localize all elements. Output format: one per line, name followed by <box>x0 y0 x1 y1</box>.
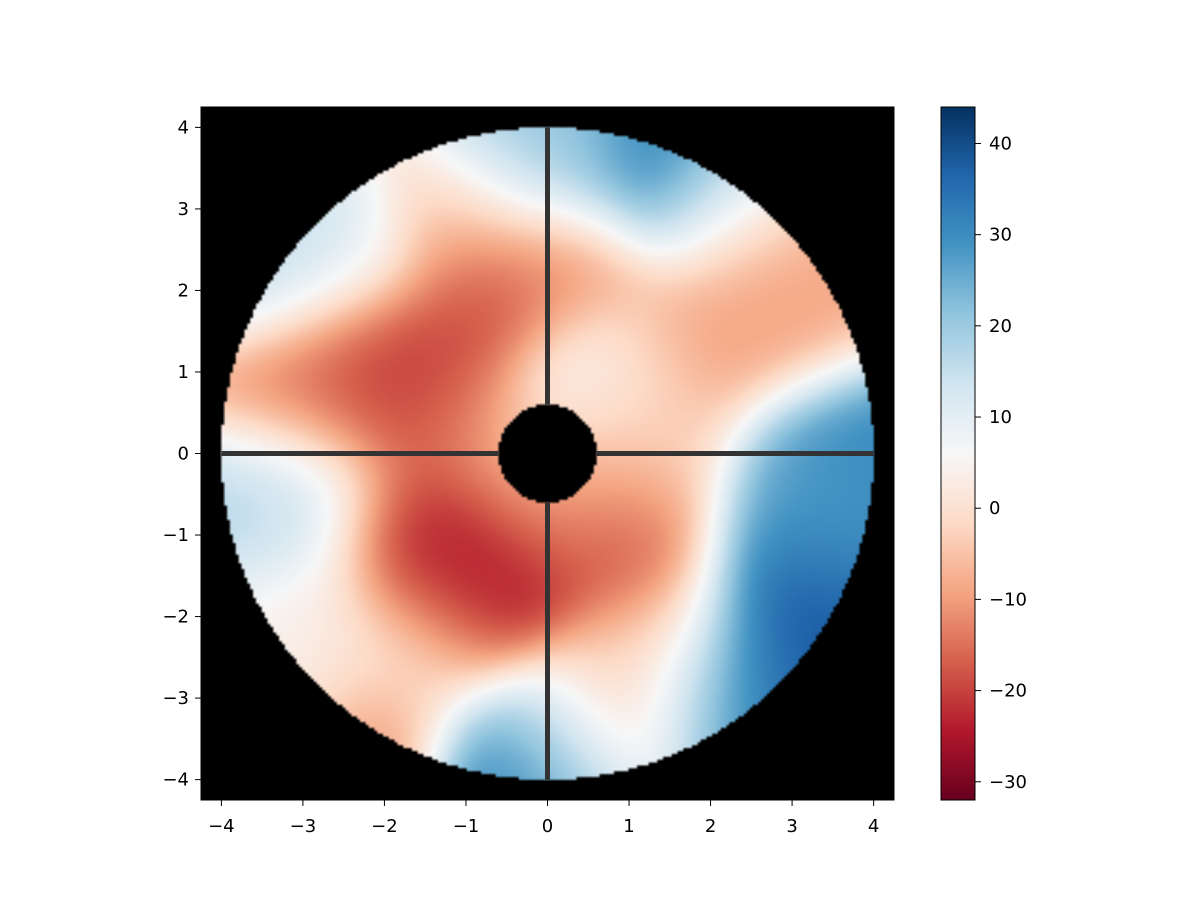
y-tick-label: 2 <box>178 280 189 301</box>
colorbar-tick-label: 40 <box>989 133 1012 154</box>
y-tick-label: −1 <box>162 525 189 546</box>
y-axis: −4 −3 −2 −1 0 1 2 3 4 <box>162 117 201 791</box>
y-tick-label: −2 <box>162 607 189 628</box>
colorbar-tick-label: −20 <box>989 681 1027 702</box>
x-tick-label: −2 <box>371 816 398 837</box>
y-tick-label: −3 <box>162 688 189 709</box>
x-tick-label: 4 <box>868 816 879 837</box>
y-tick-label: 4 <box>178 117 189 138</box>
x-tick-label: 2 <box>705 816 716 837</box>
colorbar-tick-label: 30 <box>989 225 1012 246</box>
colorbar: −30 −20 −10 0 10 20 30 40 <box>940 106 1027 801</box>
colorbar-frame <box>940 106 976 801</box>
y-tick-label: −4 <box>162 770 189 791</box>
aperture-overlay <box>221 127 874 780</box>
colorbar-tick-label: 10 <box>989 407 1012 428</box>
plot-axes: −4 −3 −2 −1 0 1 2 3 4 −4 −3 −2 −1 0 1 2 3 4 <box>162 106 895 837</box>
y-tick-label: 0 <box>178 444 189 465</box>
colorbar-fill <box>941 107 975 800</box>
x-tick-label: 0 <box>542 816 553 837</box>
colorbar-tick-label: 20 <box>989 316 1012 337</box>
x-tick-label: −3 <box>290 816 317 837</box>
y-tick-label: 3 <box>178 199 189 220</box>
x-axis: −4 −3 −2 −1 0 1 2 3 4 <box>208 800 879 837</box>
colorbar-axis: −30 −20 −10 0 10 20 30 40 <box>975 133 1027 793</box>
colorbar-tick-label: −30 <box>989 772 1027 793</box>
x-tick-label: −4 <box>208 816 235 837</box>
colorbar-tick-label: −10 <box>989 589 1027 610</box>
x-tick-label: 3 <box>786 816 797 837</box>
x-tick-label: 1 <box>623 816 634 837</box>
colorbar-tick-label: 0 <box>989 498 1000 519</box>
x-tick-label: −1 <box>453 816 480 837</box>
y-tick-label: 1 <box>178 362 189 383</box>
